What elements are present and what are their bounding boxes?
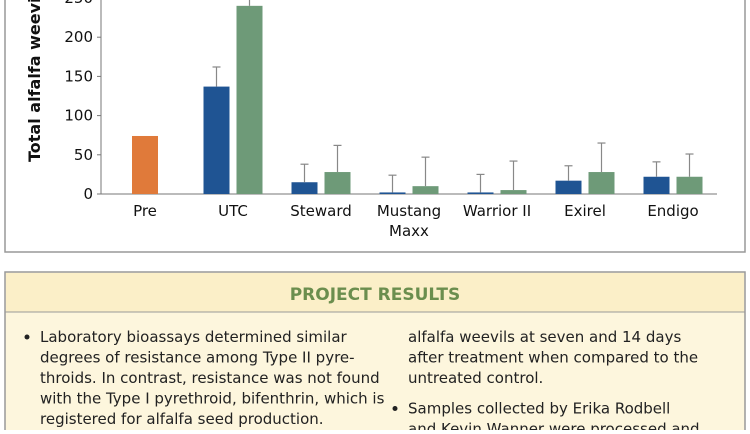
x-tick-label: Steward [290, 202, 352, 220]
bar [203, 86, 230, 194]
bullet [392, 406, 398, 411]
body-text: after treatment when compared to the [408, 349, 698, 367]
bar [643, 176, 670, 194]
body-text: Laboratory bioassays determined similar [40, 328, 348, 346]
x-tick-label: Endigo [647, 202, 698, 220]
bar [379, 192, 406, 194]
y-tick-label: 150 [64, 67, 93, 85]
x-tick-label: Exirel [564, 202, 606, 220]
bar [555, 180, 582, 194]
y-axis-label: Total alfalfa weevils [25, 0, 44, 162]
results-title: PROJECT RESULTS [290, 285, 461, 305]
bar [291, 182, 318, 194]
bar [467, 192, 494, 194]
y-tick-label: 100 [64, 107, 93, 125]
body-text: untreated control. [408, 369, 543, 387]
bar [588, 172, 615, 194]
body-text: with the Type I pyrethroid, bifenthrin, … [40, 390, 385, 408]
y-tick-label: 50 [74, 146, 93, 164]
y-tick-label: 200 [64, 28, 93, 46]
x-tick-label: UTC [218, 202, 248, 220]
bar [236, 5, 263, 195]
bullet [24, 334, 30, 340]
body-text: and Kevin Wanner were processed and [408, 420, 700, 430]
body-text: alfalfa weevils at seven and 14 days [408, 328, 681, 346]
body-text: registered for alfalfa seed production. [40, 410, 324, 428]
chart-frame [4, 0, 746, 253]
x-tick-label: Warrior II [463, 202, 531, 220]
x-tick-label: Mustang Maxx [377, 202, 441, 240]
body-text: throids. In contrast, resistance was not… [40, 369, 380, 387]
y-tick-label: 0 [83, 185, 93, 203]
bar [132, 135, 158, 194]
results-header [6, 273, 744, 312]
bar [500, 190, 527, 194]
x-tick-label: Pre [133, 202, 157, 220]
bar [324, 172, 351, 194]
bar [676, 176, 703, 194]
y-tick-label: 250 [64, 0, 93, 7]
body-text: degrees of resistance among Type II pyre… [40, 349, 355, 367]
bar [412, 186, 439, 194]
body-text: Samples collected by Erika Rodbell [408, 400, 670, 418]
